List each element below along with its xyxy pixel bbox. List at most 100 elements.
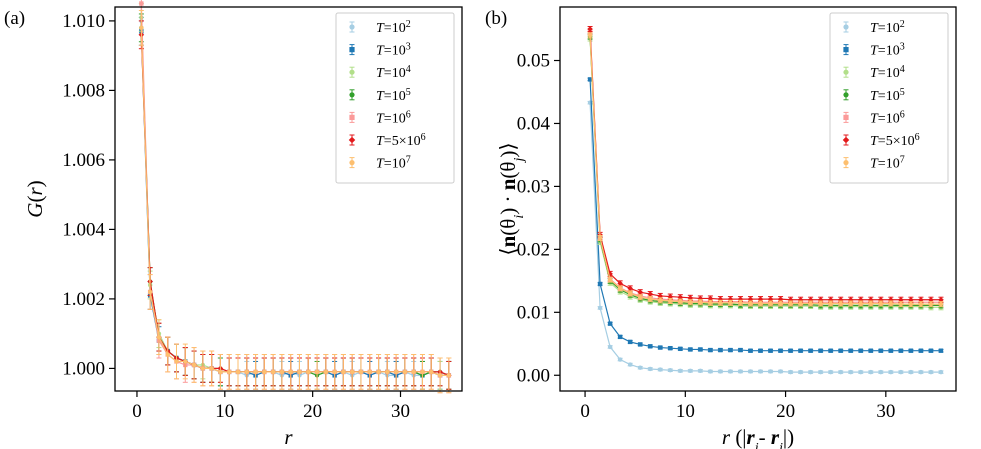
legend-label: T=106 bbox=[376, 109, 411, 127]
data-point bbox=[147, 289, 153, 295]
data-point bbox=[597, 281, 603, 287]
data-point bbox=[209, 366, 214, 371]
legend-entry: T=102 bbox=[843, 19, 905, 37]
data-point bbox=[757, 296, 764, 302]
x-tick-label: 30 bbox=[876, 401, 895, 422]
data-point bbox=[647, 291, 653, 297]
y-tick-label: 1.002 bbox=[62, 289, 105, 310]
data-point bbox=[768, 348, 773, 353]
legend-label: T=102 bbox=[870, 19, 905, 37]
data-point bbox=[868, 369, 873, 375]
data-point bbox=[728, 300, 733, 306]
y-tick-label: 1.004 bbox=[62, 219, 105, 240]
y-tick-label: 0.01 bbox=[517, 302, 550, 323]
x-axis-title: r bbox=[284, 425, 293, 449]
data-point bbox=[627, 285, 633, 292]
data-point bbox=[858, 348, 863, 353]
data-point bbox=[888, 301, 894, 306]
legend-marker bbox=[842, 136, 850, 144]
data-point bbox=[617, 286, 623, 291]
data-point bbox=[848, 369, 853, 375]
data-point bbox=[341, 369, 346, 375]
y-tick-label: 1.008 bbox=[62, 80, 105, 101]
legend-label: T=107 bbox=[870, 154, 905, 172]
legend-marker bbox=[348, 136, 356, 144]
legend-frame bbox=[335, 12, 455, 184]
series-group bbox=[587, 26, 944, 375]
data-point bbox=[597, 305, 603, 311]
data-point bbox=[218, 369, 223, 375]
data-point bbox=[928, 369, 934, 375]
legend-label: T=5×106 bbox=[870, 132, 920, 150]
data-point bbox=[878, 348, 884, 353]
data-point bbox=[668, 368, 673, 373]
data-point bbox=[688, 347, 693, 352]
data-point bbox=[597, 235, 603, 241]
data-point bbox=[617, 334, 623, 340]
data-point bbox=[918, 296, 924, 303]
data-point bbox=[707, 295, 714, 302]
data-point bbox=[420, 369, 425, 375]
legend-entry: T=107 bbox=[843, 154, 905, 172]
data-point bbox=[898, 301, 904, 307]
data-point bbox=[638, 295, 643, 300]
data-point bbox=[908, 348, 914, 353]
data-point bbox=[667, 293, 674, 300]
data-point bbox=[270, 369, 276, 375]
data-point bbox=[718, 300, 723, 306]
data-point bbox=[698, 347, 703, 352]
legend-marker bbox=[843, 114, 849, 120]
data-point bbox=[678, 368, 683, 374]
data-point bbox=[437, 373, 443, 378]
data-point bbox=[748, 369, 753, 374]
data-point bbox=[778, 301, 783, 306]
data-point bbox=[788, 348, 793, 353]
data-point bbox=[888, 369, 894, 375]
legend-entry: T=106 bbox=[843, 109, 905, 126]
data-point bbox=[808, 369, 813, 375]
data-point bbox=[708, 369, 713, 374]
data-point bbox=[808, 301, 813, 306]
data-point bbox=[677, 294, 684, 300]
data-point bbox=[617, 357, 623, 362]
data-point bbox=[718, 369, 723, 374]
panel-a: 0 10 20 30 1.000 1.002 1.004 1.006 1.008 1.010 (a)… bbox=[4, 0, 463, 449]
data-point bbox=[288, 369, 293, 375]
data-point bbox=[648, 366, 653, 372]
data-point bbox=[668, 345, 673, 351]
data-point bbox=[767, 296, 774, 302]
legend-label: T=103 bbox=[376, 41, 411, 59]
data-point bbox=[262, 369, 267, 375]
data-point bbox=[587, 77, 593, 82]
legend-marker bbox=[843, 47, 849, 53]
data-point bbox=[678, 299, 683, 304]
data-point bbox=[657, 293, 664, 299]
legend: T=102 T=103 T=104 T=105 T=106 T=5×106 T=107 bbox=[829, 12, 949, 184]
data-point bbox=[938, 348, 944, 353]
data-point bbox=[429, 369, 434, 375]
legend-entry: T=102 bbox=[349, 19, 411, 36]
data-point bbox=[758, 348, 763, 353]
data-point bbox=[878, 301, 884, 306]
data-point bbox=[918, 369, 924, 375]
data-point bbox=[768, 301, 773, 306]
data-point bbox=[858, 301, 863, 306]
data-point bbox=[678, 346, 683, 352]
legend-label: T=107 bbox=[376, 154, 411, 172]
data-point bbox=[808, 348, 813, 353]
data-point bbox=[758, 301, 763, 306]
legend-entry: T=5×106 bbox=[348, 132, 426, 149]
legend-label: T=104 bbox=[376, 64, 411, 82]
legend-label: T=105 bbox=[870, 86, 905, 104]
data-point bbox=[908, 296, 914, 303]
legend-marker bbox=[843, 69, 849, 75]
data-point bbox=[627, 339, 633, 345]
y-tick-label: 0.00 bbox=[517, 365, 550, 386]
data-point bbox=[587, 26, 593, 32]
legend-marker bbox=[349, 69, 355, 75]
data-point bbox=[165, 352, 170, 357]
y-tick-label: 0.03 bbox=[517, 176, 550, 197]
data-point bbox=[244, 369, 249, 375]
data-point bbox=[848, 301, 853, 306]
